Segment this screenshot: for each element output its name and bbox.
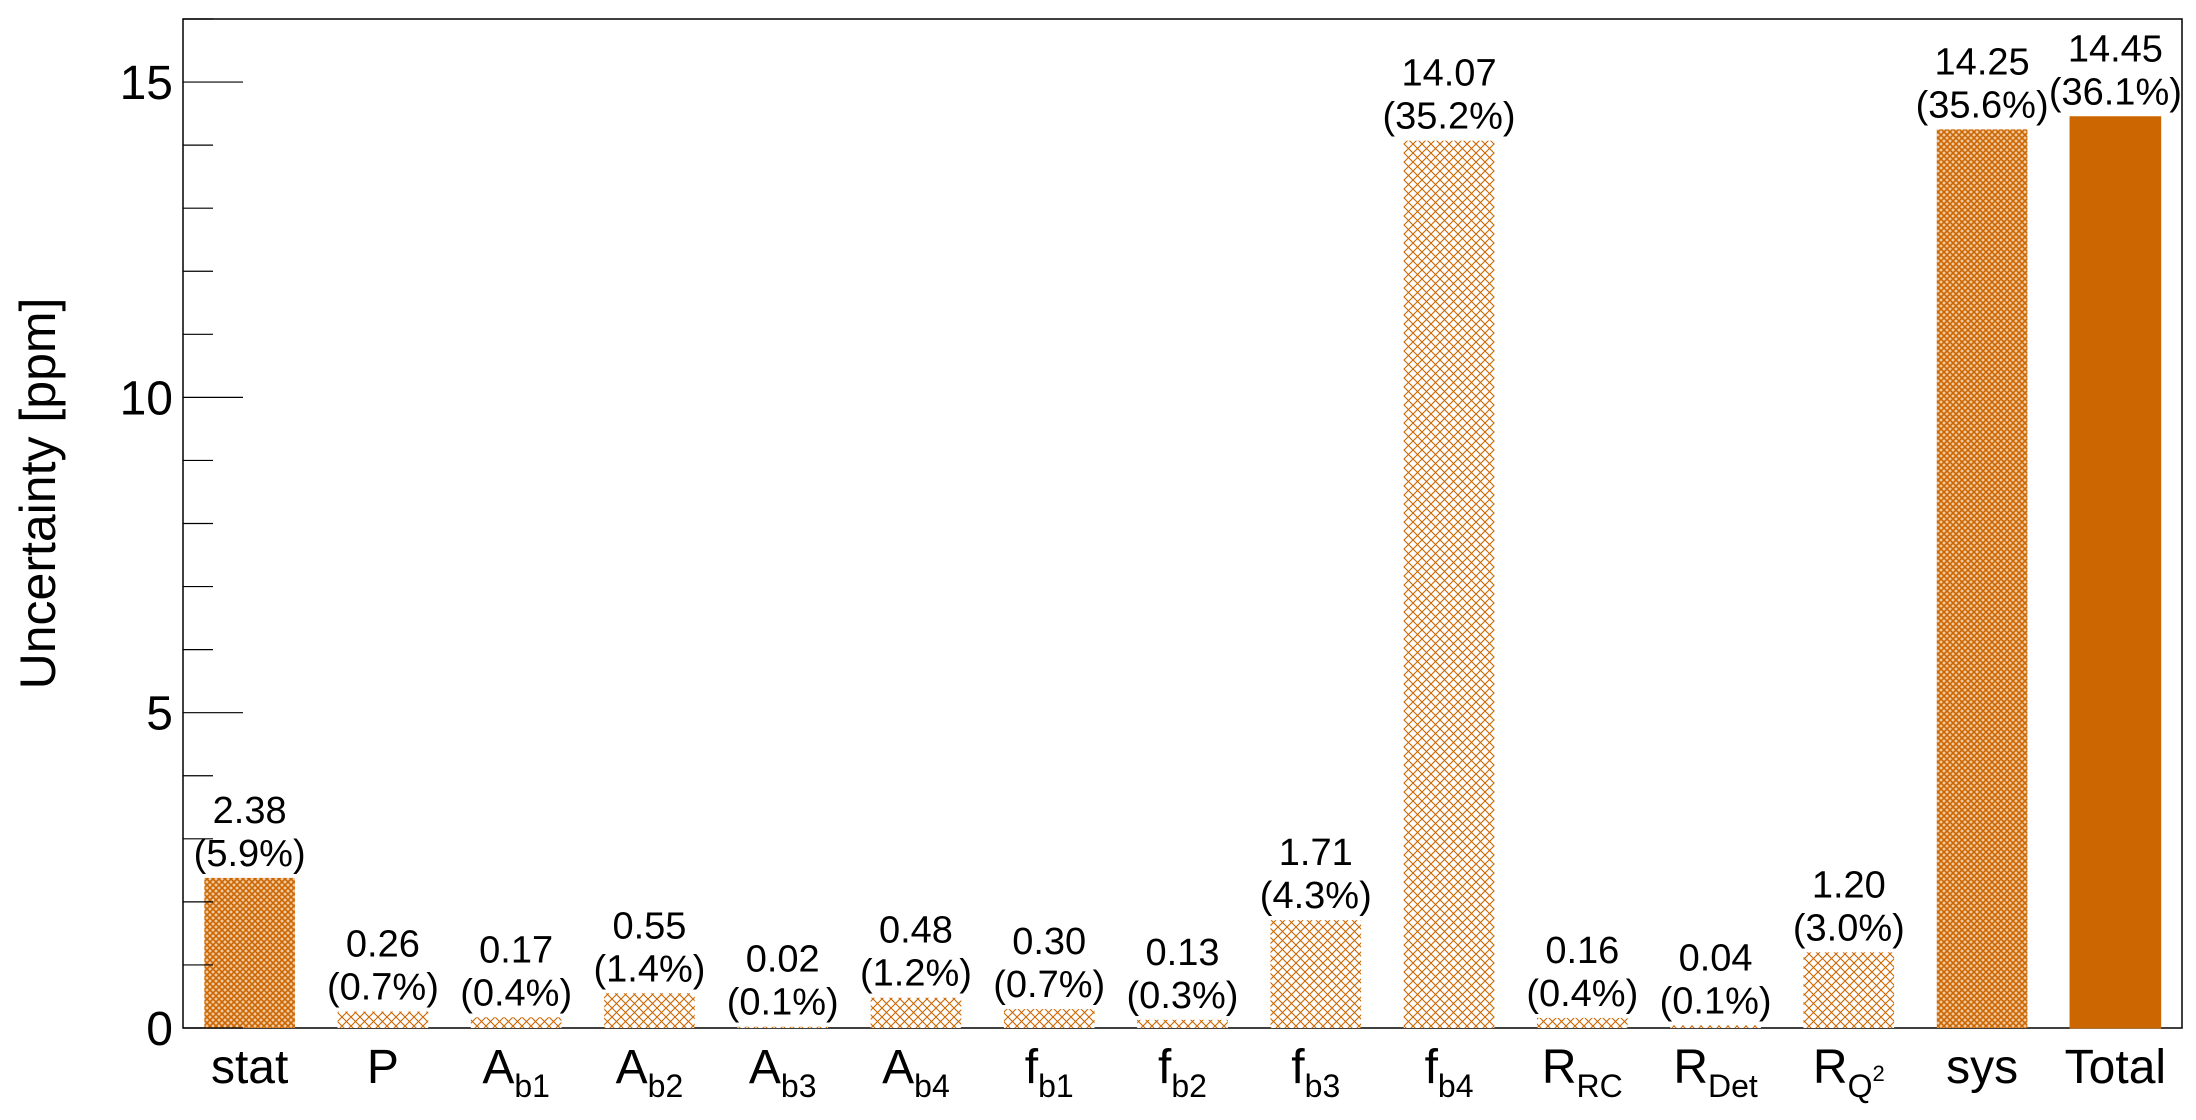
bar-percent-label: (3.0%): [1793, 907, 1905, 949]
x-tick-label: fb3: [1291, 1041, 1340, 1104]
bar-rrc: [1536, 1017, 1628, 1028]
bar-stat: [204, 877, 295, 1028]
bar-sys: [1936, 129, 2028, 1028]
x-tick-label: Total: [2065, 1041, 2166, 1094]
bar-percent-label: (0.3%): [1127, 975, 1239, 1017]
bar-value-label: 0.55: [612, 905, 686, 947]
bar-value-label: 1.71: [1279, 832, 1353, 874]
bar-value-label: 1.20: [1812, 864, 1886, 906]
x-tick-label: Ab1: [482, 1041, 550, 1104]
bar-percent-label: (4.3%): [1260, 875, 1372, 917]
bar-value-label: 0.04: [1679, 937, 1753, 979]
bar-fb1: [1003, 1009, 1095, 1028]
bar-value-label: 14.07: [1401, 53, 1496, 95]
bar-percent-label: (0.7%): [993, 964, 1105, 1006]
bar-fb2: [1137, 1019, 1228, 1028]
bar-rdet: [1670, 1025, 1761, 1028]
bar-value-label: 0.02: [746, 939, 820, 981]
y-axis-label: Uncertainty [ppm]: [10, 298, 66, 690]
bar-value-label: 2.38: [213, 790, 287, 832]
bar-percent-label: (0.7%): [327, 967, 439, 1009]
y-tick-label: 15: [120, 57, 173, 110]
bar-percent-label: (5.9%): [194, 833, 306, 875]
x-tick-label: fb1: [1025, 1041, 1074, 1104]
bar-value-label: 0.30: [1012, 921, 1086, 963]
bar-ab4: [870, 997, 962, 1028]
x-tick-label: P: [367, 1041, 399, 1094]
bar-percent-label: (1.2%): [860, 953, 972, 995]
bar-ab3: [737, 1026, 829, 1028]
x-tick-label: RQ2: [1813, 1041, 1885, 1104]
x-tick-label: Ab3: [749, 1041, 817, 1104]
bar-value-label: 14.25: [1935, 41, 2030, 83]
x-tick-label: RRC: [1542, 1041, 1623, 1104]
bar-percent-label: (0.1%): [727, 982, 839, 1024]
bar-ab2: [604, 993, 695, 1028]
y-tick-label: 0: [146, 1003, 173, 1056]
bar-value-label: 0.16: [1545, 930, 1619, 972]
bar-rq2: [1803, 952, 1895, 1028]
bar-fb4: [1403, 140, 1495, 1028]
bar-fb3: [1270, 920, 1362, 1028]
y-tick-label: 10: [120, 372, 173, 425]
x-tick-label: Ab2: [616, 1041, 684, 1104]
x-tick-label: sys: [1946, 1041, 2018, 1094]
x-tick-label: fb2: [1158, 1041, 1207, 1104]
bar-value-label: 0.13: [1146, 932, 1220, 974]
bar-value-label: 0.48: [879, 910, 953, 952]
bar-percent-label: (0.1%): [1660, 980, 1772, 1022]
bar-percent-label: (36.1%): [2049, 72, 2182, 114]
bar-percent-label: (0.4%): [1526, 973, 1638, 1015]
bar-total: [2069, 116, 2162, 1029]
x-tick-label: stat: [211, 1041, 288, 1094]
bar-percent-label: (35.2%): [1383, 96, 1516, 138]
bar-p: [337, 1011, 429, 1028]
y-tick-label: 5: [146, 688, 173, 741]
x-tick-label: Ab4: [882, 1041, 950, 1104]
bar-value-label: 14.45: [2068, 29, 2163, 71]
bar-percent-label: (0.4%): [460, 972, 572, 1014]
bar-percent-label: (35.6%): [1916, 84, 2049, 126]
bar-ab1: [470, 1017, 562, 1028]
bar-percent-label: (1.4%): [593, 948, 705, 990]
bar-value-label: 0.17: [479, 929, 553, 971]
x-tick-label: RDet: [1673, 1041, 1758, 1104]
bar-value-label: 0.26: [346, 924, 420, 966]
x-tick-label: fb4: [1425, 1041, 1474, 1104]
